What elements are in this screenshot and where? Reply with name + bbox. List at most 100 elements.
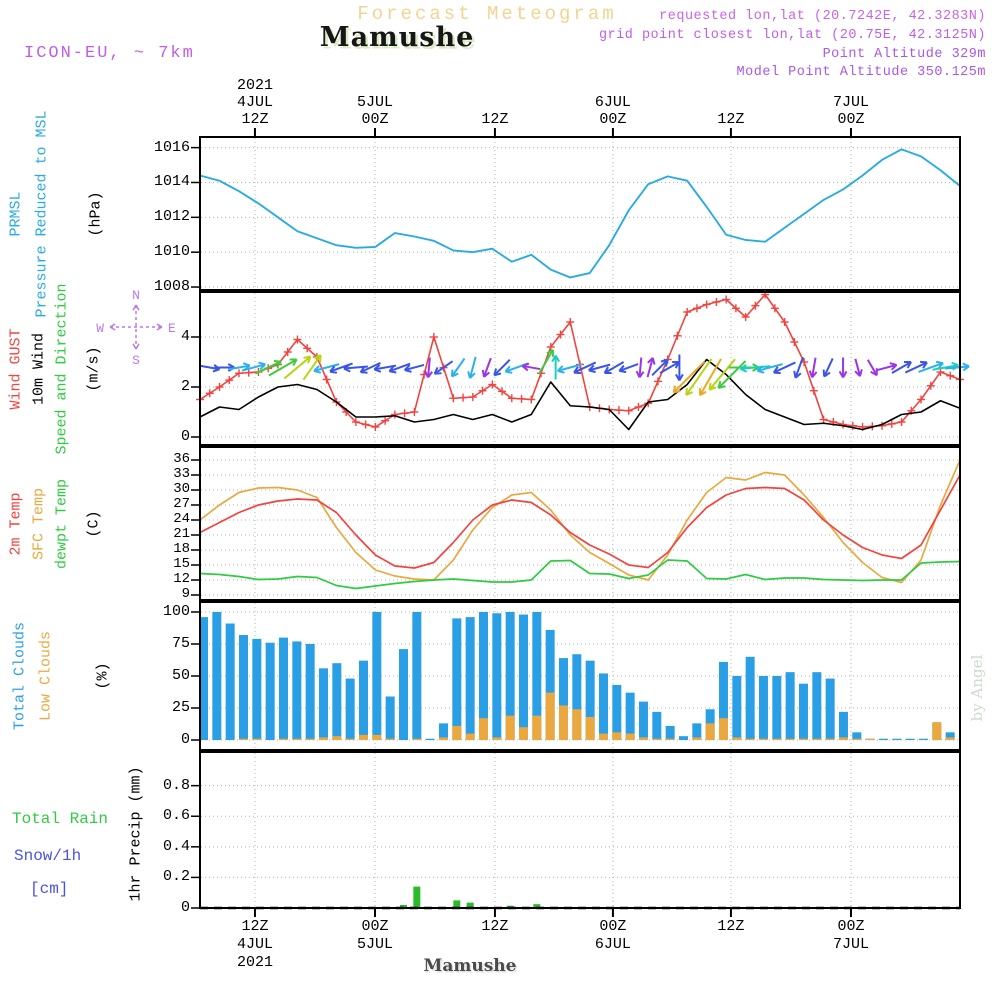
- clouds-label-: (%): [94, 662, 112, 690]
- total-clouds-bar: [305, 643, 315, 741]
- x-tick-label-bottom: 00Z: [837, 918, 865, 935]
- wind-arrowhead: [870, 370, 878, 377]
- wind-direction-arrow: [773, 361, 796, 374]
- wind-direction-arrow: [877, 363, 897, 372]
- wind-arrowhead: [757, 369, 765, 374]
- total-clouds-bar: [412, 611, 422, 741]
- wind-arrowhead: [739, 363, 747, 370]
- compass-label-w: W: [96, 321, 104, 336]
- wind-direction-arrow: [651, 359, 669, 376]
- low-clouds-bar: [705, 723, 715, 741]
- x-tick-label-top: 00Z: [837, 111, 865, 128]
- wind-arrowhead: [403, 364, 411, 371]
- low-clouds-bar: [345, 738, 355, 741]
- wind-arrowhead: [373, 364, 381, 371]
- x-tick-label-top: 12Z: [241, 111, 269, 128]
- wind-arrowhead: [313, 354, 322, 360]
- wind-arrowhead: [505, 370, 513, 374]
- wind-direction-arrow: [538, 349, 554, 375]
- wind-direction-arrow: [811, 357, 817, 378]
- total-clouds-bar: [385, 696, 395, 741]
- low-clouds-bar: [785, 738, 795, 741]
- wind-arrowhead: [962, 365, 970, 372]
- temp-ytick-label: 9: [181, 586, 190, 602]
- wind-arrowhead: [427, 371, 433, 379]
- wind-arrowhead: [842, 370, 848, 378]
- wind-arrowhead: [307, 356, 312, 364]
- wind-direction-arrow: [434, 360, 454, 375]
- wind-label-speed-and-direction: Speed and Direction: [53, 282, 71, 455]
- total-clouds-bar: [238, 635, 248, 741]
- wind-arrowhead: [709, 386, 717, 391]
- low-clouds-bar: [625, 733, 635, 741]
- model-label: ICON-EU, ~ 7km: [24, 44, 195, 63]
- x-tick-label-top: 7JUL: [832, 94, 869, 111]
- low-clouds-bar: [465, 733, 475, 741]
- low-clouds-bar: [318, 737, 328, 741]
- low-clouds-bar: [718, 718, 728, 741]
- total-clouds-bar: [199, 617, 208, 741]
- low-clouds-bar: [358, 734, 368, 741]
- wind-direction-arrow: [283, 355, 312, 380]
- temp-ytick-label: 33: [173, 466, 190, 482]
- clouds-ytick-label: 50: [171, 667, 190, 684]
- total-clouds-bar: [638, 701, 648, 741]
- wind-arrowhead: [756, 365, 764, 372]
- wind-direction-arrow: [638, 357, 643, 378]
- wind-direction-arrow: [866, 359, 878, 376]
- low-clouds-bar: [932, 722, 942, 741]
- wind-arrowhead: [588, 364, 595, 372]
- total-clouds-bar: [345, 678, 355, 741]
- low-clouds-bar: [518, 727, 528, 741]
- total-clouds-bar: [665, 725, 675, 741]
- x-tick-label-bottom: 6JUL: [594, 936, 631, 953]
- wind-arrowhead: [962, 362, 970, 368]
- total-clouds-bar: [892, 738, 902, 741]
- x-tick-label-bottom: 4JUL: [236, 936, 273, 953]
- precip-ytick-label: 0.6: [162, 807, 190, 825]
- wind-arrowhead: [699, 390, 707, 397]
- x-tick-label-bottom: 00Z: [361, 918, 389, 935]
- wind-arrowhead: [313, 365, 320, 372]
- wind-arrowhead: [227, 363, 235, 369]
- low-clouds-bar: [412, 738, 422, 741]
- x-tick-label-top: 00Z: [599, 111, 627, 128]
- wind-direction-arrow: [659, 361, 680, 374]
- wind-arrowhead: [557, 369, 565, 374]
- total-clouds-bar: [372, 611, 382, 741]
- compass-label-e: E: [168, 321, 176, 336]
- low-clouds-bar: [825, 738, 835, 741]
- total-clouds-bar: [492, 613, 502, 741]
- wind-direction-arrow: [427, 357, 431, 378]
- x-tick-label-top: 4JUL: [236, 94, 273, 111]
- wind-arrowhead: [603, 366, 609, 374]
- wind-arrowhead: [433, 367, 439, 375]
- rain-bar: [413, 886, 421, 908]
- low-clouds-bar: [292, 738, 302, 741]
- watermark-by-angel: by Angel: [968, 654, 986, 722]
- compass-arrowhead: [135, 304, 140, 311]
- wind-arrowhead: [359, 365, 366, 373]
- x-tick-label-top: 5JUL: [356, 94, 393, 111]
- footer-station-label: Mamushe: [423, 956, 517, 976]
- total-clouds-bar: [398, 649, 408, 741]
- temp-ytick-label: 12: [173, 571, 190, 587]
- total-clouds-bar: [945, 732, 955, 741]
- clouds-ytick-label: 25: [171, 699, 190, 716]
- wind-arrowhead: [685, 391, 694, 396]
- dewpt-temp-line: [199, 559, 961, 590]
- wind-label-10m-wind: 10m Wind: [30, 332, 48, 405]
- total-clouds-bar: [745, 656, 755, 741]
- wind-arrowhead: [360, 371, 368, 374]
- low-clouds-bar: [945, 737, 955, 741]
- temp-ytick-label: 36: [173, 451, 190, 467]
- wind-arrowhead: [494, 372, 502, 377]
- temp-ytick-label: 15: [173, 556, 190, 572]
- clouds-ytick-label: 0: [180, 731, 190, 748]
- total-clouds-bar: [625, 692, 635, 741]
- pressure-ytick-label: 1014: [153, 173, 190, 191]
- total-clouds-bar: [785, 672, 795, 741]
- total-clouds-bar: [652, 711, 662, 741]
- total-clouds-bar: [478, 611, 488, 741]
- low-clouds-bar: [572, 709, 582, 741]
